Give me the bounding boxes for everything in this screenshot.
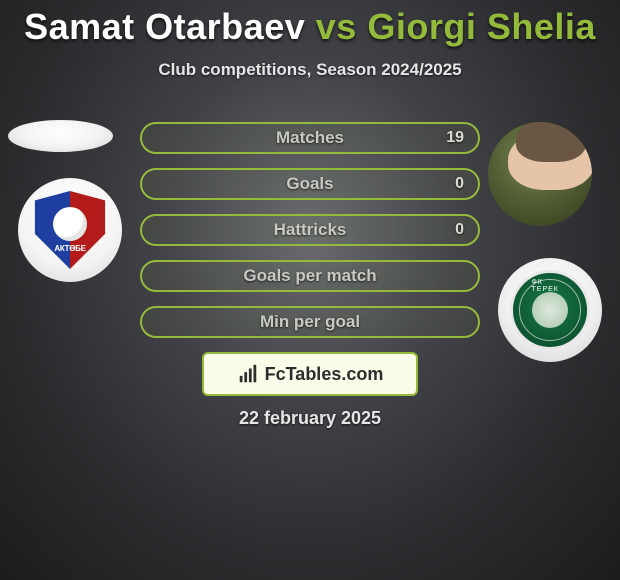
- player1-name: Samat Otarbaev: [24, 6, 305, 47]
- stat-goals: Goals: [140, 168, 480, 200]
- bar-chart-icon: [237, 363, 259, 385]
- aktobe-crest-icon: АКТӨБЕ: [31, 191, 109, 269]
- player1-silhouette: [8, 120, 113, 152]
- player1-club-crest: АКТӨБЕ: [18, 178, 122, 282]
- comparison-title: Samat Otarbaev vs Giorgi Shelia: [0, 0, 620, 48]
- brand-text: FcTables.com: [265, 364, 384, 385]
- stat-label: Min per goal: [260, 312, 360, 332]
- stat-matches: Matches: [140, 122, 480, 154]
- stat-gpm: Goals per match: [140, 260, 480, 292]
- stat-hattricks: Hattricks: [140, 214, 480, 246]
- stat-label: Hattricks: [274, 220, 347, 240]
- stat-mpg: Min per goal: [140, 306, 480, 338]
- vs-word: vs: [316, 6, 357, 47]
- player2-name: Giorgi Shelia: [367, 6, 596, 47]
- stats-panel: Matches Goals Hattricks Goals per match …: [140, 122, 480, 352]
- terek-crest-icon: ФК ТЕРЕК: [510, 270, 590, 350]
- stat-label: Goals per match: [243, 266, 376, 286]
- subtitle: Club competitions, Season 2024/2025: [0, 60, 620, 80]
- stat-label: Goals: [286, 174, 333, 194]
- brand-badge: FcTables.com: [202, 352, 418, 396]
- player2-club-crest: ФК ТЕРЕК: [498, 258, 602, 362]
- comparison-date: 22 february 2025: [239, 408, 381, 429]
- stat-label: Matches: [276, 128, 344, 148]
- player2-photo: [488, 122, 592, 226]
